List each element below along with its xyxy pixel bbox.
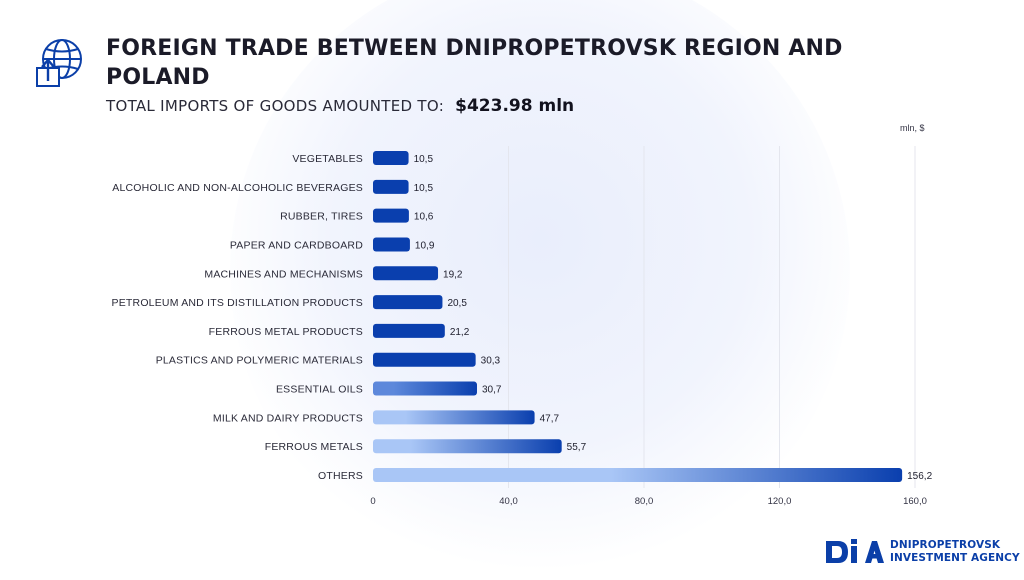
logo-line-2: INVESTMENT AGENCY (890, 552, 1020, 564)
globe-box-arrow-icon (36, 39, 82, 87)
value-label: 10,6 (414, 212, 434, 223)
dia-logo-mark (826, 539, 884, 563)
page-subtitle: TOTAL IMPORTS OF GOODS AMOUNTED TO: $423… (106, 96, 574, 116)
subtitle-label: TOTAL IMPORTS OF GOODS AMOUNTED TO: (106, 97, 445, 115)
value-label: 20,5 (447, 298, 467, 309)
bar (373, 208, 409, 223)
bar (373, 266, 439, 281)
value-label: 30,3 (481, 356, 501, 367)
bar (373, 468, 903, 483)
logo-line-1: DNIPROPETROVSK (890, 539, 1001, 551)
value-label: 30,7 (482, 385, 502, 396)
bar (373, 352, 476, 367)
x-tick-label: 120,0 (768, 496, 792, 507)
bar (373, 323, 445, 338)
x-tick-label: 160,0 (903, 496, 927, 507)
value-label: 55,7 (567, 442, 587, 453)
bar (373, 410, 535, 425)
unit-label: mln, $ (900, 123, 925, 133)
page-title: FOREIGN TRADE BETWEEN DNIPROPETROVSK REG… (106, 36, 843, 90)
bar (373, 151, 409, 165)
category-label: PAPER AND CARDBOARD (230, 239, 363, 251)
category-label: VEGETABLES (292, 153, 363, 165)
category-label: RUBBER, TIRES (280, 211, 363, 223)
value-label: 21,2 (450, 327, 470, 338)
category-label: OTHERS (318, 470, 363, 482)
x-tick-label: 40,0 (499, 496, 518, 507)
value-label: 10,5 (414, 154, 434, 165)
dia-logo: DNIPROPETROVSK INVESTMENT AGENCY (824, 535, 1020, 571)
bar (373, 295, 443, 310)
category-label: MILK AND DAIRY PRODUCTS (213, 412, 363, 424)
value-label: 156,2 (907, 471, 932, 482)
category-label: ALCOHOLIC AND NON-ALCOHOLIC BEVERAGES (112, 182, 363, 194)
value-label: 19,2 (443, 269, 463, 280)
category-label: PLASTICS AND POLYMERIC MATERIALS (156, 355, 363, 367)
value-label: 10,5 (414, 183, 434, 194)
category-label: FERROUS METAL PRODUCTS (209, 326, 363, 338)
bar (373, 237, 410, 252)
bar (373, 381, 477, 396)
category-label: PETROLEUM AND ITS DISTILLATION PRODUCTS (112, 297, 363, 309)
category-label: ESSENTIAL OILS (276, 384, 363, 396)
x-tick-label: 0 (370, 496, 375, 507)
category-label: MACHINES AND MECHANISMS (204, 268, 363, 280)
background-glow (230, 0, 850, 580)
dia-logo-text: DNIPROPETROVSK INVESTMENT AGENCY (890, 539, 1020, 565)
bar (373, 439, 562, 454)
x-tick-label: 80,0 (635, 496, 654, 507)
value-label: 10,9 (415, 240, 435, 251)
value-label: 47,7 (540, 413, 560, 424)
bar (373, 179, 409, 194)
subtitle-amount: $423.98 mln (455, 96, 575, 116)
category-label: FERROUS METALS (265, 441, 363, 453)
